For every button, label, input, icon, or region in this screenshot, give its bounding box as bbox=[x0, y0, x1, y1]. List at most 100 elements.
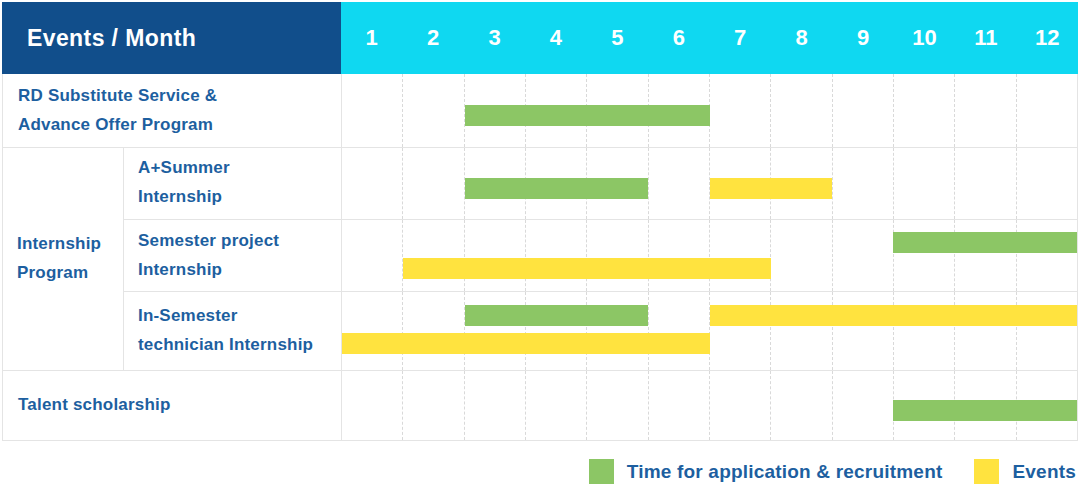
month-gridline-cell bbox=[771, 220, 832, 292]
gantt-chart-row-a-summer-internship bbox=[342, 148, 1077, 219]
month-gridline-cell bbox=[833, 74, 894, 147]
month-gridline-cell bbox=[403, 148, 464, 219]
month-header-11: 11 bbox=[955, 2, 1016, 74]
row-rd-substitute-service: RD Substitute Service & Advance Offer Pr… bbox=[3, 74, 1077, 148]
gantt-chart-row-in-semester-technician-internship bbox=[342, 292, 1077, 370]
month-gridline-cell bbox=[833, 148, 894, 219]
month-header-10: 10 bbox=[894, 2, 955, 74]
gantt-bar-application-recruitment bbox=[893, 232, 1077, 253]
month-header-7: 7 bbox=[710, 2, 771, 74]
gantt-bar-events bbox=[710, 305, 1078, 326]
gantt-chart-row-rd-substitute-service bbox=[342, 74, 1077, 147]
month-header-6: 6 bbox=[648, 2, 709, 74]
events-month-table: Events / Month 123456789101112 RD Substi… bbox=[2, 2, 1078, 441]
month-gridline-cell bbox=[955, 292, 1016, 370]
row-label-in-semester-technician-internship: In-Semester technician Internship bbox=[124, 292, 342, 370]
row-label-semester-project-internship: Semester project Internship bbox=[124, 220, 342, 292]
internship-program-group-band: Internship Program A+Summer Internship S… bbox=[3, 148, 1077, 371]
month-gridline-cell bbox=[403, 292, 464, 370]
month-gridline-cell bbox=[403, 74, 464, 147]
month-gridline-cell bbox=[833, 371, 894, 440]
legend-label-application: Time for application & recruitment bbox=[627, 461, 943, 483]
gantt-bar-application-recruitment bbox=[893, 400, 1077, 421]
month-gridline-cell bbox=[710, 371, 771, 440]
month-gridline-cell bbox=[1017, 148, 1077, 219]
month-gridline-cell bbox=[465, 292, 526, 370]
month-gridline-cell bbox=[955, 74, 1016, 147]
month-gridline-cell bbox=[710, 74, 771, 147]
month-gridlines bbox=[342, 74, 1077, 147]
month-gridlines bbox=[342, 220, 1077, 292]
month-gridline-cell bbox=[342, 148, 403, 219]
row-in-semester-technician-internship: In-Semester technician Internship bbox=[124, 292, 1077, 370]
month-gridline-cell bbox=[1017, 74, 1077, 147]
month-gridline-cell bbox=[710, 220, 771, 292]
gantt-chart-row-talent-scholarship bbox=[342, 371, 1077, 440]
month-gridline-cell bbox=[526, 220, 587, 292]
gantt-bar-application-recruitment bbox=[465, 305, 649, 326]
row-a-summer-internship: A+Summer Internship bbox=[124, 148, 1077, 220]
month-gridline-cell bbox=[465, 220, 526, 292]
month-gridlines bbox=[342, 292, 1077, 370]
table-header-row: Events / Month 123456789101112 bbox=[2, 2, 1078, 74]
legend-application-swatch-icon bbox=[589, 459, 614, 484]
legend-events-swatch-icon bbox=[974, 459, 999, 484]
table-body: RD Substitute Service & Advance Offer Pr… bbox=[2, 74, 1078, 441]
month-gridline-cell bbox=[526, 371, 587, 440]
month-gridline-cell bbox=[465, 371, 526, 440]
row-label-a-summer-internship: A+Summer Internship bbox=[124, 148, 342, 219]
month-gridline-cell bbox=[894, 74, 955, 147]
gantt-bar-application-recruitment bbox=[465, 105, 710, 126]
month-header-3: 3 bbox=[464, 2, 525, 74]
internship-program-subrows: A+Summer Internship Semester project Int… bbox=[124, 148, 1077, 370]
row-talent-scholarship: Talent scholarship bbox=[3, 371, 1077, 440]
row-label-talent-scholarship: Talent scholarship bbox=[3, 371, 342, 440]
month-gridline-cell bbox=[526, 292, 587, 370]
gantt-bar-events bbox=[403, 258, 771, 279]
month-gridline-cell bbox=[1017, 292, 1077, 370]
corner-header-events-month: Events / Month bbox=[2, 2, 341, 74]
month-header-12: 12 bbox=[1017, 2, 1078, 74]
month-header-9: 9 bbox=[832, 2, 893, 74]
month-gridline-cell bbox=[342, 220, 403, 292]
month-header-5: 5 bbox=[587, 2, 648, 74]
month-gridline-cell bbox=[342, 74, 403, 147]
month-gridline-cell bbox=[587, 292, 648, 370]
gantt-chart-row-semester-project-internship bbox=[342, 220, 1077, 292]
gantt-bar-events bbox=[342, 333, 710, 354]
month-gridline-cell bbox=[771, 74, 832, 147]
month-header-1: 1 bbox=[341, 2, 402, 74]
month-gridline-cell bbox=[894, 220, 955, 292]
month-gridline-cell bbox=[342, 292, 403, 370]
month-header-2: 2 bbox=[402, 2, 463, 74]
month-gridline-cell bbox=[649, 148, 710, 219]
month-gridline-cell bbox=[403, 371, 464, 440]
month-gridline-cell bbox=[771, 292, 832, 370]
month-gridline-cell bbox=[587, 371, 648, 440]
month-header-row: 123456789101112 bbox=[341, 2, 1078, 74]
month-gridline-cell bbox=[833, 292, 894, 370]
row-semester-project-internship: Semester project Internship bbox=[124, 220, 1077, 293]
gantt-bar-application-recruitment bbox=[465, 178, 649, 199]
row-label-rd-substitute-service: RD Substitute Service & Advance Offer Pr… bbox=[3, 74, 342, 147]
month-gridline-cell bbox=[342, 371, 403, 440]
month-gridline-cell bbox=[894, 292, 955, 370]
month-gridline-cell bbox=[587, 220, 648, 292]
month-gridline-cell bbox=[403, 220, 464, 292]
group-label-internship-program: Internship Program bbox=[3, 148, 124, 370]
month-gridline-cell bbox=[955, 148, 1016, 219]
legend-label-events: Events bbox=[1012, 461, 1076, 483]
month-gridline-cell bbox=[833, 220, 894, 292]
gantt-bar-events bbox=[710, 178, 833, 199]
month-gridline-cell bbox=[771, 371, 832, 440]
month-gridline-cell bbox=[955, 220, 1016, 292]
month-header-8: 8 bbox=[771, 2, 832, 74]
month-gridline-cell bbox=[649, 220, 710, 292]
legend: Time for application & recruitment Event… bbox=[589, 459, 1076, 484]
month-gridline-cell bbox=[894, 148, 955, 219]
month-header-4: 4 bbox=[525, 2, 586, 74]
gantt-infographic: Events / Month 123456789101112 RD Substi… bbox=[0, 0, 1080, 494]
month-gridline-cell bbox=[710, 292, 771, 370]
month-gridline-cell bbox=[1017, 220, 1077, 292]
month-gridline-cell bbox=[649, 292, 710, 370]
